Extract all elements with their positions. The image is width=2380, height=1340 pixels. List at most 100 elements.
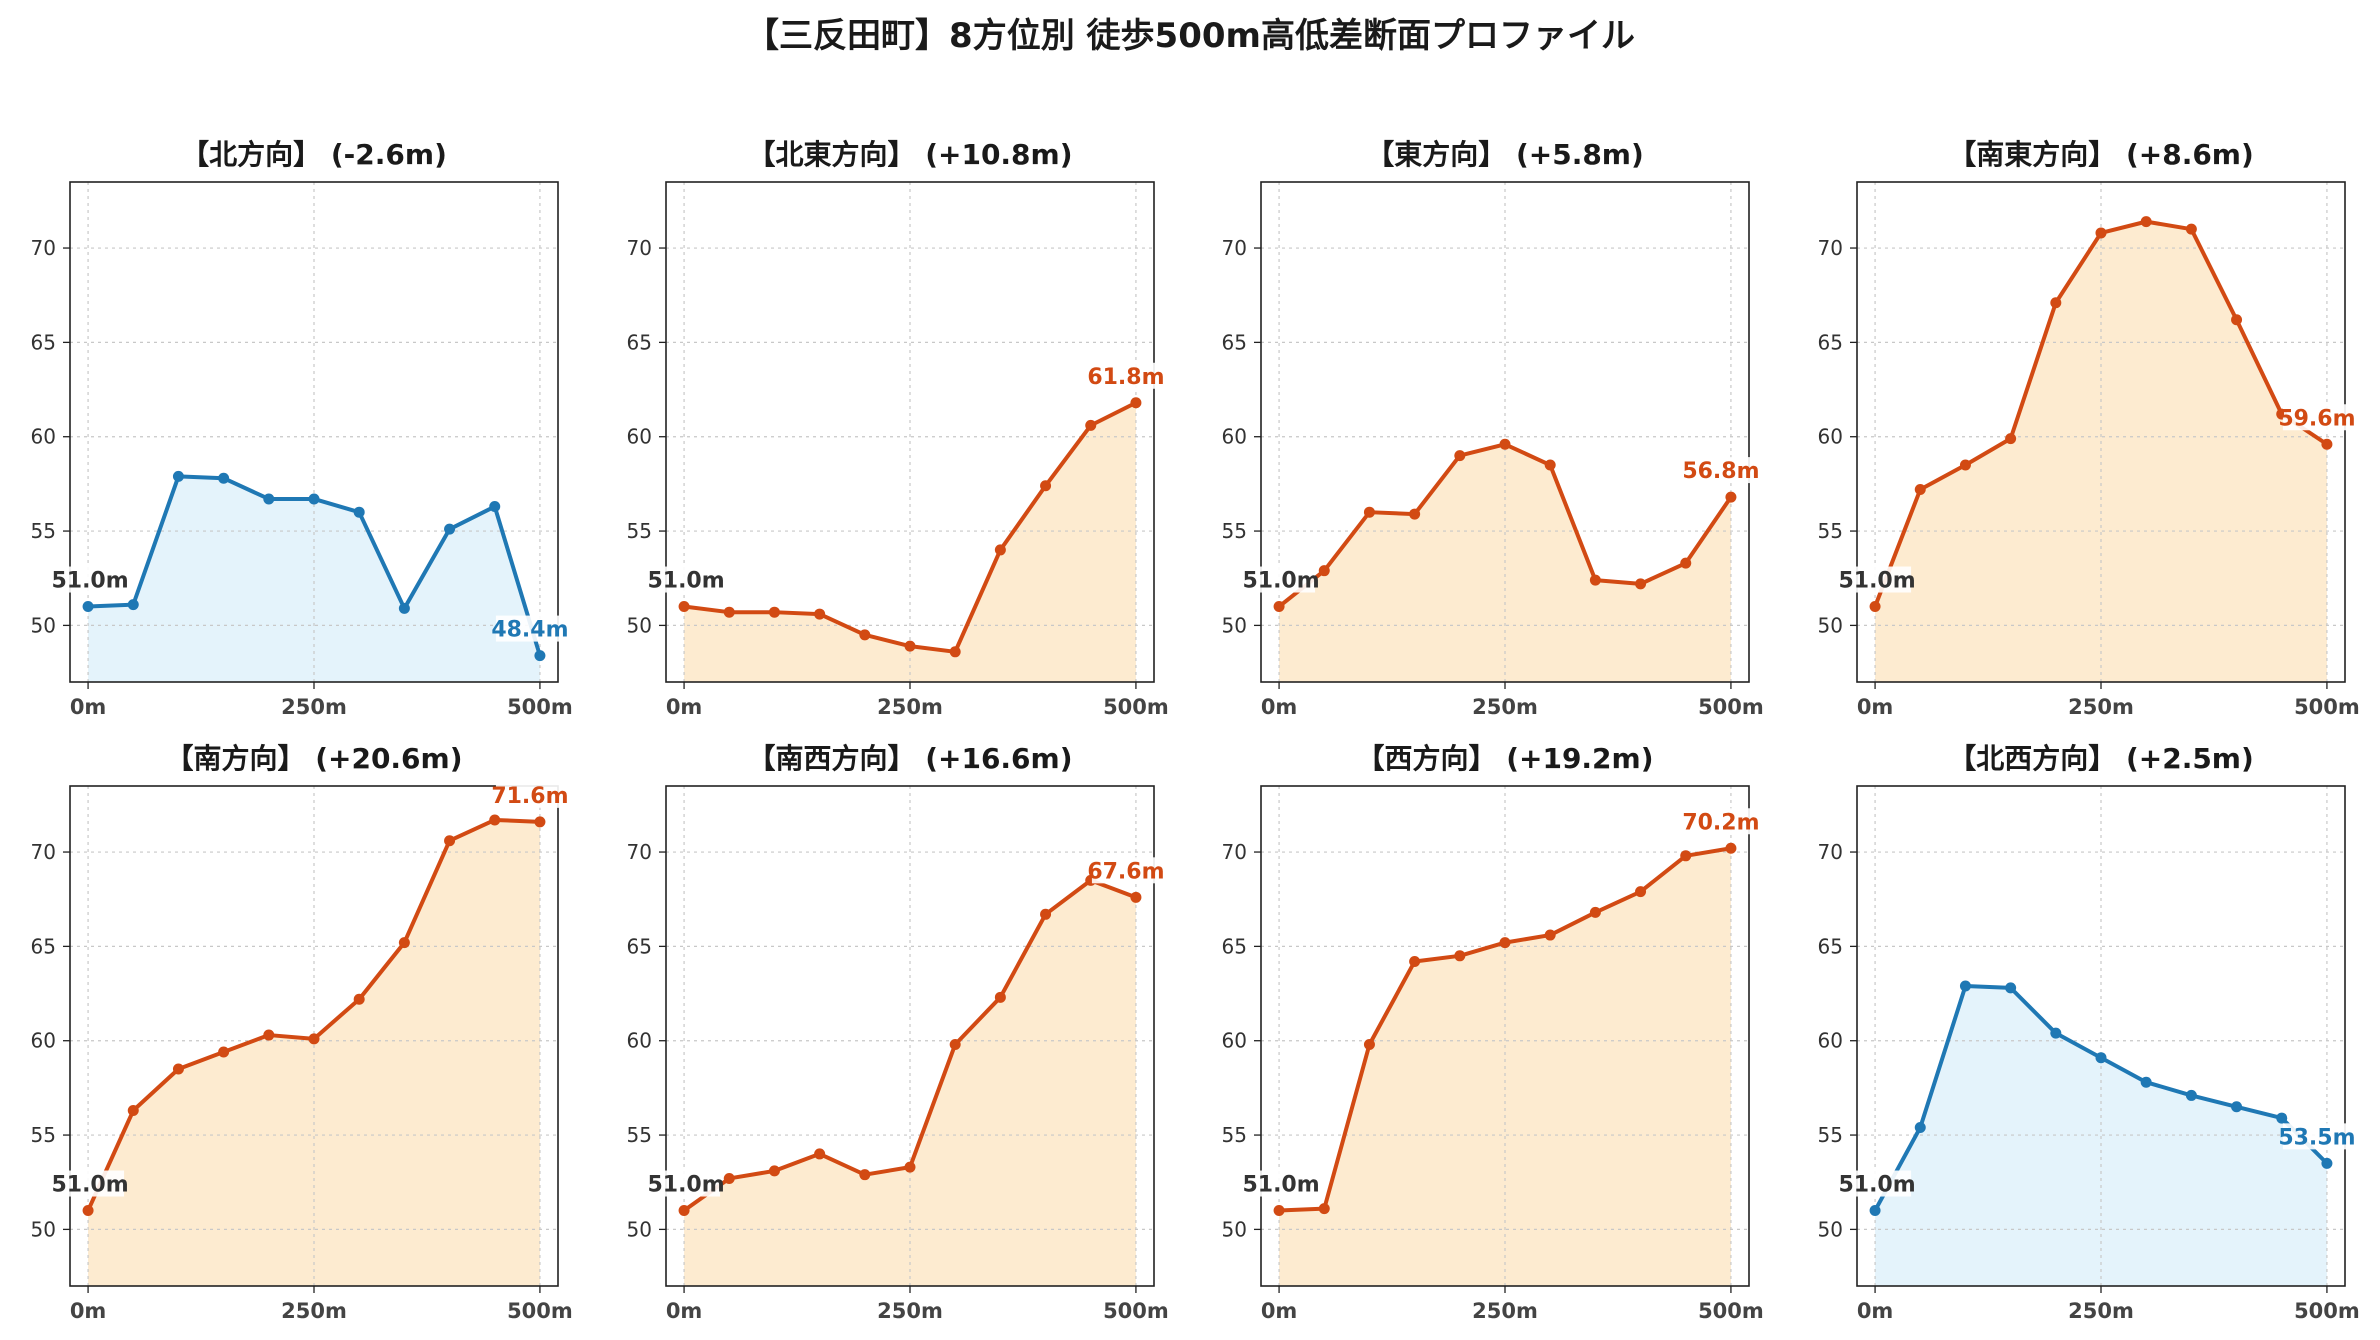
end-label: 48.4m	[491, 618, 568, 643]
data-point	[1680, 557, 1692, 569]
data-point	[1409, 955, 1421, 967]
data-point	[1040, 908, 1052, 920]
y-tick-label: 55	[1818, 1123, 1843, 1147]
data-point	[1589, 906, 1601, 918]
start-label-bg	[1845, 566, 1912, 593]
data-point	[859, 1169, 871, 1181]
start-label: 51.0m	[51, 569, 128, 594]
data-point	[218, 472, 230, 484]
data-point	[2185, 1089, 2197, 1101]
data-point	[2095, 227, 2107, 239]
subplot-8: 【北西方向】 (+2.5m) 50 55 60 65 70 0m 250m 500m 51.0m 5…	[1818, 742, 2360, 1323]
y-tick-label: 60	[31, 425, 56, 449]
x-tick-label: 250m	[877, 1299, 943, 1323]
x-tick-label: 500m	[507, 1299, 573, 1323]
data-point	[1680, 850, 1692, 862]
end-label: 70.2m	[1682, 810, 1759, 835]
data-point	[1959, 980, 1971, 992]
x-tick-label: 250m	[281, 695, 347, 719]
data-point	[1273, 1205, 1285, 1217]
data-point	[172, 470, 184, 482]
data-point	[2140, 1076, 2152, 1088]
data-point	[127, 599, 139, 611]
area-fill	[684, 402, 1136, 682]
y-tick-label: 50	[627, 1217, 652, 1241]
x-tick-label: 0m	[1261, 695, 1298, 719]
end-label: 53.5m	[2278, 1125, 2355, 1150]
data-point	[2231, 1101, 2243, 1113]
data-point	[859, 629, 871, 641]
subplot-3: 【東方向】 (+5.8m) 50 55 60 65 70 0m 250m 500m 51.0m 56…	[1222, 138, 1764, 719]
data-point	[82, 601, 94, 613]
y-tick-label: 65	[1222, 330, 1247, 354]
subplot-title: 【南方向】 (+20.6m)	[165, 742, 462, 775]
x-tick-label: 0m	[666, 1299, 703, 1323]
data-point	[534, 650, 546, 662]
plot-frame	[665, 785, 1155, 1287]
y-tick-label: 60	[627, 1029, 652, 1053]
subplot-title: 【東方向】 (+5.8m)	[1366, 138, 1644, 171]
data-point	[1914, 484, 1926, 496]
x-tick-label: 0m	[666, 695, 703, 719]
end-label: 71.6m	[491, 784, 568, 809]
data-point	[2140, 216, 2152, 228]
y-tick-label: 50	[1222, 613, 1247, 637]
data-point	[398, 937, 410, 949]
data-point	[768, 606, 780, 618]
data-point	[1454, 450, 1466, 462]
data-point	[1130, 891, 1142, 903]
data-point	[723, 1172, 735, 1184]
y-tick-label: 50	[31, 613, 56, 637]
data-point	[1914, 1122, 1926, 1134]
data-point	[353, 506, 365, 518]
y-tick-label: 55	[1222, 519, 1247, 543]
data-point	[814, 1148, 826, 1160]
y-tick-label: 65	[31, 330, 56, 354]
subplot-title: 【南西方向】 (+16.6m)	[747, 742, 1072, 775]
data-point	[1589, 574, 1601, 586]
area-fill	[88, 476, 540, 682]
data-point	[2231, 314, 2243, 326]
data-point	[308, 493, 320, 505]
data-point	[308, 1033, 320, 1045]
subplot-1: 【北方向】 (-2.6m) 50 55 60 65 70 0m 250m 500m 51.0m 48…	[31, 138, 573, 719]
data-point	[1273, 601, 1285, 613]
subplot-5: 【南方向】 (+20.6m) 50 55 60 65 70 0m 250m 500m 51.0m 7…	[31, 742, 573, 1323]
data-point	[172, 1063, 184, 1075]
data-point	[814, 608, 826, 620]
data-point	[994, 544, 1006, 556]
data-point	[1959, 459, 1971, 471]
y-tick-label: 65	[1818, 934, 1843, 958]
y-tick-label: 50	[1818, 613, 1843, 637]
subplot-title: 【北西方向】 (+2.5m)	[1948, 742, 2254, 775]
x-tick-label: 250m	[2068, 695, 2134, 719]
y-tick-label: 70	[31, 840, 56, 864]
chart-title: 【三反田町】8方位別 徒歩500m高低差断面プロファイル	[745, 16, 1635, 56]
x-tick-label: 500m	[1698, 695, 1764, 719]
data-point	[489, 814, 501, 826]
data-point	[678, 601, 690, 613]
area-fill	[684, 880, 1136, 1286]
plot-frame	[69, 785, 559, 1287]
data-point	[1499, 937, 1511, 949]
data-point	[678, 1205, 690, 1217]
data-point	[1725, 842, 1737, 854]
data-point	[2005, 982, 2017, 994]
data-point	[994, 991, 1006, 1003]
y-tick-label: 65	[627, 934, 652, 958]
data-point	[2095, 1052, 2107, 1064]
subplot-4: 【南東方向】 (+8.6m) 50 55 60 65 70 0m 250m 500m 51.0m 5…	[1818, 138, 2360, 719]
data-point	[1040, 480, 1052, 492]
y-tick-label: 60	[1818, 425, 1843, 449]
data-point	[768, 1165, 780, 1177]
data-point	[1725, 491, 1737, 503]
y-tick-label: 55	[627, 519, 652, 543]
start-label: 51.0m	[1242, 569, 1319, 594]
data-point	[1409, 508, 1421, 520]
y-tick-label: 55	[31, 1123, 56, 1147]
data-point	[1130, 397, 1142, 409]
subplot-title: 【北東方向】 (+10.8m)	[747, 138, 1072, 171]
x-tick-label: 250m	[281, 1299, 347, 1323]
data-point	[489, 501, 501, 513]
end-label-bg	[1091, 362, 1160, 389]
